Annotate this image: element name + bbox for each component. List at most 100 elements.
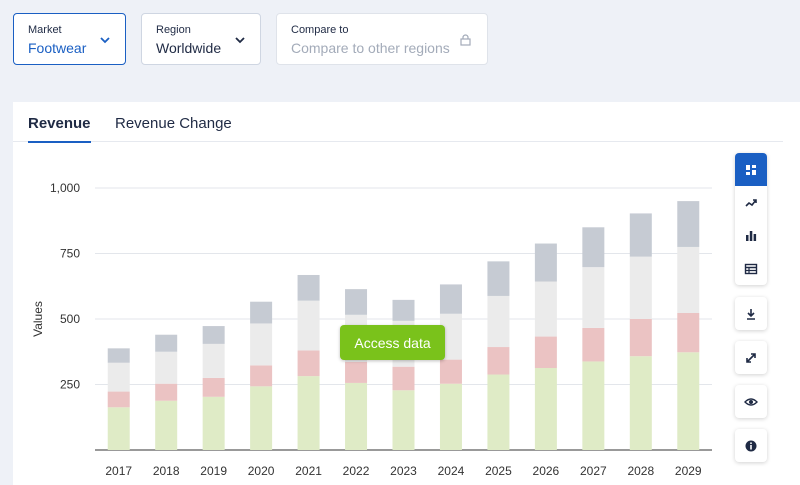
x-tick-label: 2028 [627, 464, 654, 478]
x-tick-label: 2020 [248, 464, 275, 478]
bar-segment [439, 359, 462, 384]
region-dropdown[interactable]: Region Worldwide [141, 13, 261, 65]
bar-segment [155, 400, 178, 450]
bar-segment [487, 261, 510, 296]
info-button[interactable] [735, 429, 767, 462]
bar-segment [534, 336, 557, 368]
x-tick-label: 2026 [533, 464, 560, 478]
bar-segment [487, 347, 510, 375]
dashboard-view-button[interactable] [735, 153, 767, 186]
region-value: Worldwide [156, 40, 222, 56]
visibility-toolbar [735, 385, 767, 418]
x-tick-label: 2021 [295, 464, 322, 478]
download-button[interactable] [735, 297, 767, 330]
y-tick-label: 250 [60, 378, 80, 392]
bar-segment [202, 396, 225, 450]
bar-segment [297, 274, 320, 301]
bar-segment [534, 367, 557, 450]
bar-segment [107, 348, 130, 363]
tab-revenue[interactable]: Revenue [28, 115, 91, 143]
bar-segment [629, 356, 652, 450]
x-tick-label: 2027 [580, 464, 607, 478]
bar-segment [202, 343, 225, 378]
bar-segment [107, 391, 130, 408]
view-button[interactable] [735, 385, 767, 418]
bar-segment [582, 327, 605, 362]
chevron-down-icon [100, 37, 110, 44]
y-tick-label: 1,000 [50, 181, 80, 195]
fullscreen-button[interactable] [735, 341, 767, 374]
bar-segment [629, 256, 652, 319]
x-tick-label: 2022 [343, 464, 370, 478]
x-tick-label: 2017 [105, 464, 132, 478]
bar-segment [250, 301, 273, 324]
download-toolbar [735, 297, 767, 330]
y-tick-label: 750 [60, 247, 80, 261]
y-axis-title: Values [31, 301, 45, 337]
compare-placeholder: Compare to other regions [291, 40, 450, 56]
compare-dropdown[interactable]: Compare to Compare to other regions [276, 13, 488, 65]
bar-segment [345, 361, 368, 383]
bar-segment [677, 246, 700, 313]
bar-segment [677, 201, 700, 247]
bar-segment [487, 295, 510, 348]
bar-segment [297, 300, 320, 351]
bar-segment [582, 267, 605, 328]
bar-segment [155, 334, 178, 352]
bar-segment [534, 281, 557, 337]
bar-segment [629, 213, 652, 257]
y-tick-label: 500 [60, 312, 80, 326]
region-label: Region [156, 24, 191, 36]
compare-label: Compare to [291, 24, 349, 36]
lock-icon [460, 34, 471, 46]
eye-icon [744, 397, 758, 406]
chart-type-toolbar [735, 153, 767, 285]
bar-segment [250, 365, 273, 387]
bar-segment [392, 299, 415, 321]
bar-segment [202, 326, 225, 344]
chevron-down-icon [235, 37, 245, 44]
fullscreen-toolbar [735, 341, 767, 374]
x-tick-label: 2025 [485, 464, 512, 478]
bar-chart-button[interactable] [735, 219, 767, 252]
bar-segment [345, 382, 368, 450]
market-label: Market [28, 24, 62, 36]
bar-segment [297, 376, 320, 450]
x-tick-label: 2023 [390, 464, 417, 478]
market-value: Footwear [28, 40, 87, 56]
table-view-button[interactable] [735, 252, 767, 285]
info-icon [745, 440, 757, 451]
bar-segment [155, 351, 178, 384]
bar-segment [392, 390, 415, 450]
x-tick-label: 2018 [153, 464, 180, 478]
access-data-button[interactable]: Access data [340, 325, 445, 360]
x-tick-label: 2029 [675, 464, 702, 478]
bar-segment [534, 243, 557, 282]
bar-segment [250, 386, 273, 450]
tab-revenue-change[interactable]: Revenue Change [115, 115, 232, 132]
line-chart-button[interactable] [735, 186, 767, 219]
bar-segment [487, 374, 510, 450]
bar-segment [677, 312, 700, 353]
bar-segment [629, 319, 652, 357]
info-toolbar [735, 429, 767, 462]
bar-segment [439, 313, 462, 360]
bar-segment [250, 323, 273, 366]
filter-bar: Market Footwear Region Worldwide Compare… [0, 0, 800, 100]
line-chart-icon [745, 198, 757, 207]
bar-segment [677, 352, 700, 450]
x-tick-label: 2019 [200, 464, 227, 478]
bar-segment [439, 284, 462, 314]
download-icon [747, 308, 755, 320]
bar-segment [297, 350, 320, 377]
bar-segment [582, 361, 605, 450]
market-dropdown[interactable]: Market Footwear [13, 13, 126, 65]
bar-chart-icon [746, 230, 757, 241]
tab-bar: Revenue Revenue Change [13, 102, 783, 143]
table-icon [744, 263, 758, 274]
fullscreen-icon [746, 352, 756, 363]
bar-segment [439, 383, 462, 450]
bar-segment [582, 227, 605, 268]
bar-segment [392, 366, 415, 391]
